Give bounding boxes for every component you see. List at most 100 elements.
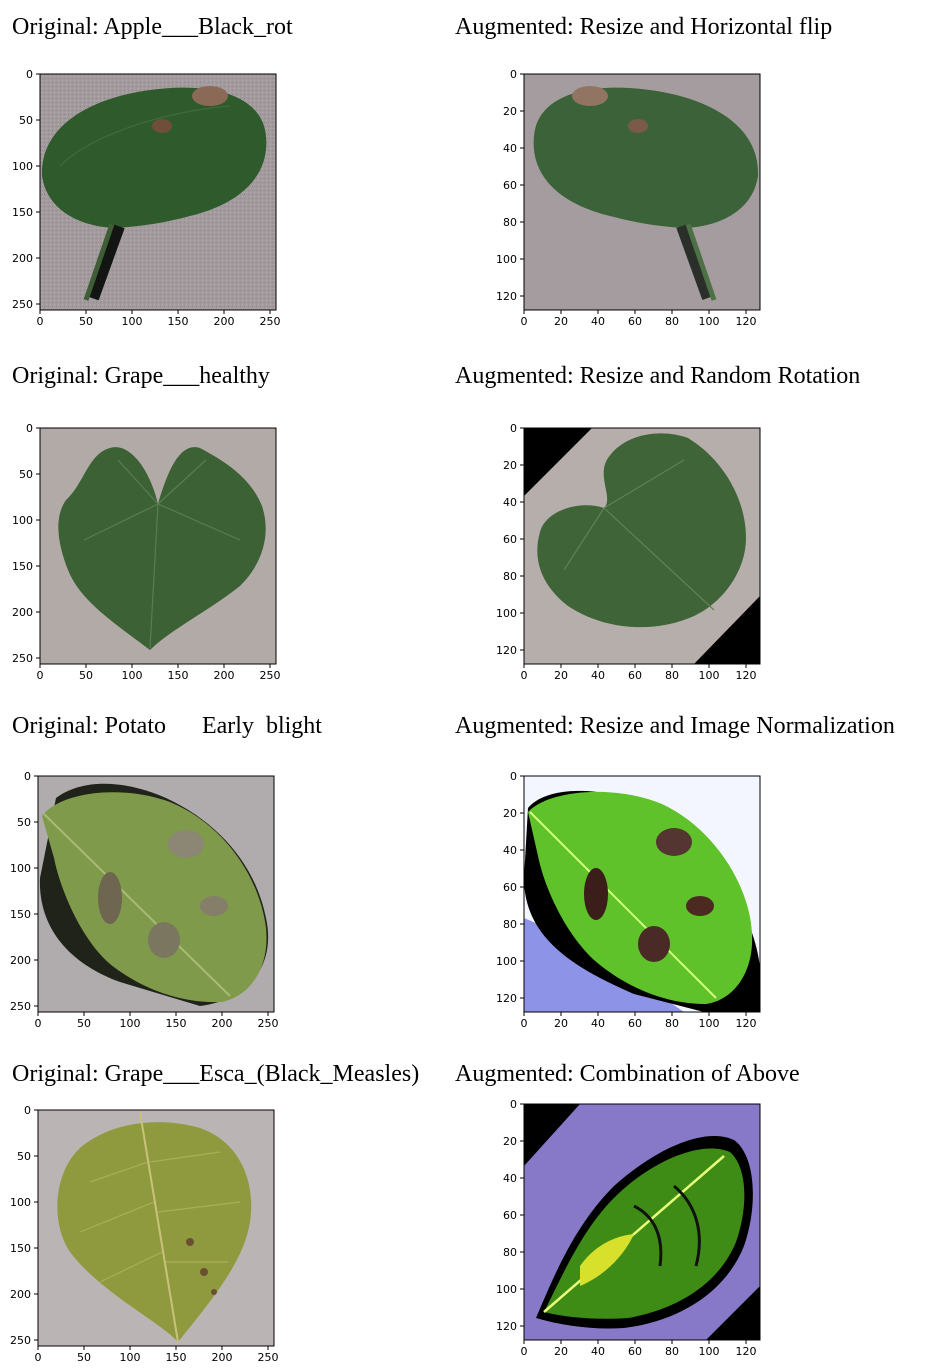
- caption-augmented-2: Augmented: Resize and Random Rotation: [455, 363, 861, 389]
- ytick: 150: [10, 1242, 31, 1255]
- ytick: 0: [26, 68, 33, 81]
- image-apple-leaf: [40, 74, 276, 310]
- xtick: 100: [120, 1017, 141, 1030]
- y-axis-ticks-original-4: 0 50 100 150 200 250: [10, 1104, 38, 1347]
- ytick: 100: [10, 1196, 31, 1209]
- xtick: 60: [628, 1345, 642, 1358]
- x-axis-ticks-augmented-4: 0 20 40 60 80 100 120: [521, 1340, 757, 1358]
- image-apple-leaf-flipped: [524, 74, 760, 310]
- ytick: 100: [496, 1283, 517, 1296]
- ytick: 200: [12, 252, 33, 265]
- xtick: 250: [258, 1351, 279, 1364]
- xtick: 80: [665, 315, 679, 328]
- caption-augmented-3: Augmented: Resize and Image Normalizatio…: [455, 713, 895, 739]
- y-axis-ticks-augmented-3: 0 20 40 60 80 100 120: [496, 770, 524, 1005]
- ytick: 50: [19, 114, 33, 127]
- image-grape-leaf-esca: [38, 1110, 274, 1346]
- xtick: 100: [120, 1351, 141, 1364]
- ytick: 100: [496, 607, 517, 620]
- ytick: 80: [503, 570, 517, 583]
- y-axis-ticks-augmented-2: 0 20 40 60 80 100 120: [496, 422, 524, 657]
- panel-original-potato: 0 50 100 150 200 250 0 50 100 150 200 25…: [0, 768, 290, 1034]
- plot-original-potato: 0 50 100 150 200 250 0 50 100 150 200 25…: [10, 770, 279, 1030]
- plot-original-grape-esca: 0 50 100 150 200 250 0 50 100 150 200 25…: [10, 1104, 279, 1364]
- xtick: 150: [168, 315, 189, 328]
- xtick: 60: [628, 1017, 642, 1030]
- xtick: 20: [554, 315, 568, 328]
- y-axis-ticks-augmented-4: 0 20 40 60 80 100 120: [496, 1098, 524, 1333]
- panel-augmented-potato: 0 20 40 60 80 100 120 0 20 40 60 80 100 …: [484, 768, 774, 1034]
- xtick: 80: [665, 1345, 679, 1358]
- ytick: 250: [12, 298, 33, 311]
- plot-original-grape-healthy: 0 50 100 150 200 250 0 50 100 150 200 25…: [12, 422, 281, 682]
- ytick: 60: [503, 1209, 517, 1222]
- image-grape-leaf-rotated: [524, 428, 760, 664]
- panel-augmented-apple: 0 20 40 60 80 100 120 0 20 40 60 80 100 …: [484, 66, 774, 332]
- y-axis-ticks-original-1: 0 50 100 150 200 250: [12, 68, 40, 311]
- xtick: 120: [736, 1345, 757, 1358]
- caption-original-3: Original: Potato Early blight: [12, 713, 322, 739]
- image-potato-leaf-normalized: [524, 776, 760, 1012]
- xtick: 0: [521, 669, 528, 682]
- xtick: 0: [37, 315, 44, 328]
- ytick: 0: [24, 770, 31, 783]
- xtick: 0: [521, 315, 528, 328]
- caption-original-4: Original: Grape___Esca_(Black_Measles): [12, 1061, 420, 1087]
- y-axis-ticks-original-2: 0 50 100 150 200 250: [12, 422, 40, 665]
- caption-original-1: Original: Apple___Black_rot: [12, 14, 293, 40]
- ytick: 120: [496, 290, 517, 303]
- x-axis-ticks-augmented-1: 0 20 40 60 80 100 120: [521, 310, 757, 328]
- xtick: 50: [79, 315, 93, 328]
- ytick: 0: [510, 68, 517, 81]
- x-axis-ticks-original-3: 0 50 100 150 200 250: [35, 1012, 279, 1030]
- image-potato-leaf: [38, 776, 274, 1012]
- x-axis-ticks-original-2: 0 50 100 150 200 250: [37, 664, 281, 682]
- ytick: 150: [10, 908, 31, 921]
- xtick: 200: [212, 1017, 233, 1030]
- xtick: 100: [122, 669, 143, 682]
- ytick: 20: [503, 105, 517, 118]
- ytick: 100: [12, 514, 33, 527]
- ytick: 20: [503, 1135, 517, 1148]
- ytick: 40: [503, 496, 517, 509]
- ytick: 40: [503, 1172, 517, 1185]
- xtick: 250: [260, 315, 281, 328]
- xtick: 200: [214, 315, 235, 328]
- ytick: 80: [503, 216, 517, 229]
- xtick: 20: [554, 1017, 568, 1030]
- plot-augmented-grape-esca: 0 20 40 60 80 100 120 0 20 40 60 80 100 …: [496, 1098, 761, 1358]
- ytick: 0: [510, 770, 517, 783]
- x-axis-ticks-augmented-3: 0 20 40 60 80 100 120: [521, 1012, 757, 1030]
- xtick: 150: [166, 1017, 187, 1030]
- ytick: 60: [503, 179, 517, 192]
- xtick: 200: [212, 1351, 233, 1364]
- ytick: 80: [503, 1246, 517, 1259]
- panel-augmented-grape-healthy: 0 20 40 60 80 100 120 0 20 40 60 80 100 …: [484, 420, 774, 686]
- ytick: 100: [10, 862, 31, 875]
- xtick: 100: [699, 1345, 720, 1358]
- panel-original-grape-healthy: 0 50 100 150 200 250 0 50 100 150 200 25…: [0, 420, 290, 686]
- ytick: 250: [10, 1000, 31, 1013]
- image-grape-leaf-combined: [524, 1104, 760, 1340]
- ytick: 120: [496, 992, 517, 1005]
- xtick: 250: [258, 1017, 279, 1030]
- xtick: 40: [591, 669, 605, 682]
- ytick: 100: [496, 955, 517, 968]
- ytick: 60: [503, 533, 517, 546]
- ytick: 20: [503, 807, 517, 820]
- xtick: 80: [665, 669, 679, 682]
- y-axis-ticks-augmented-1: 0 20 40 60 80 100 120: [496, 68, 524, 303]
- ytick: 50: [17, 1150, 31, 1163]
- xtick: 50: [77, 1017, 91, 1030]
- xtick: 100: [699, 1017, 720, 1030]
- ytick: 100: [496, 253, 517, 266]
- ytick: 80: [503, 918, 517, 931]
- plot-original-apple: 0 50 100 150 200 250 0 50 100 150 200 25…: [12, 68, 281, 328]
- ytick: 20: [503, 459, 517, 472]
- x-axis-ticks-original-4: 0 50 100 150 200 250: [35, 1346, 279, 1364]
- ytick: 50: [17, 816, 31, 829]
- y-axis-ticks-original-3: 0 50 100 150 200 250: [10, 770, 38, 1013]
- xtick: 0: [35, 1017, 42, 1030]
- xtick: 100: [699, 315, 720, 328]
- xtick: 20: [554, 1345, 568, 1358]
